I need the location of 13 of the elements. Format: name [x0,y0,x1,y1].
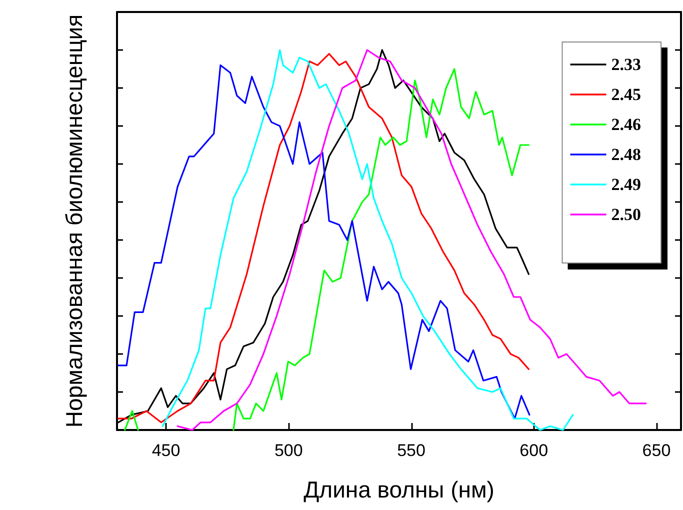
x-tick-label: 450 [152,441,180,460]
x-tick-label: 650 [642,441,671,460]
legend-label: 2.50 [611,205,641,224]
x-tick-label: 500 [274,441,303,460]
legend-label: 2.45 [611,85,641,104]
legend-label: 2.46 [611,115,641,134]
x-axis-title: Длина волны (нм) [304,476,494,502]
x-tick-label: 550 [397,441,426,460]
y-axis-title: Нормализованная биолюминесценция [61,14,87,428]
x-tick-label: 600 [520,441,548,460]
legend-label: 2.33 [611,55,641,74]
legend-label: 2.49 [611,175,641,194]
legend-label: 2.48 [611,145,641,164]
